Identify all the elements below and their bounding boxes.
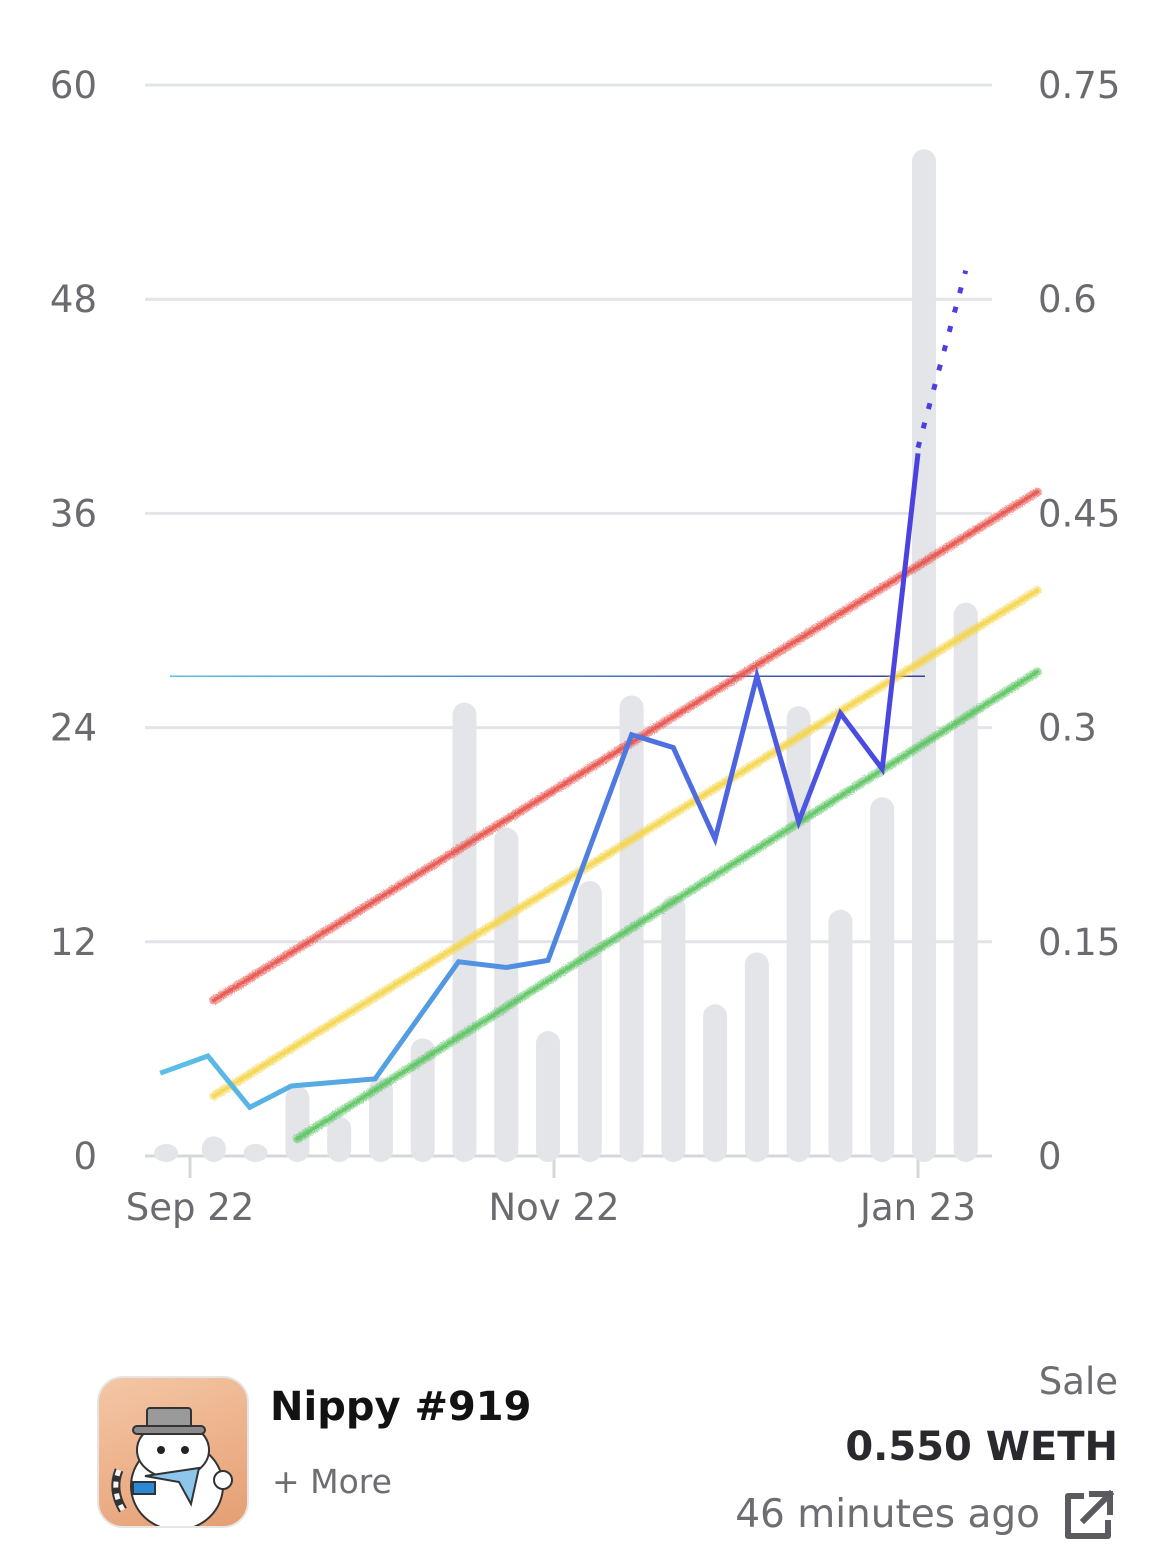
y-left-tick-label: 24 xyxy=(50,707,97,750)
volume-bar xyxy=(494,827,519,1162)
nippy-cat-avatar-icon xyxy=(111,1407,233,1526)
volume-bar xyxy=(703,1004,728,1162)
volume-bar xyxy=(870,797,895,1162)
price-volume-chart: 0 0 12 0.15 24 0.3 36 0.45 48 0.6 60 0.75 Sep 22 Nov … xyxy=(50,64,1120,1229)
volume-bar xyxy=(285,1086,310,1162)
sale-footer: Nippy #919 + More Sale 0.550 WETH 46 min… xyxy=(0,1340,1170,1566)
volume-bar xyxy=(410,1038,435,1162)
grid-layer xyxy=(145,83,992,1178)
y-right-tick-label: 0 xyxy=(1038,1135,1062,1178)
y-right-tick-label: 0.75 xyxy=(1038,64,1120,107)
volume-bar xyxy=(368,1077,393,1162)
y-right-tick-label: 0.15 xyxy=(1038,921,1120,964)
sale-price: 0.550 WETH xyxy=(845,1424,1118,1470)
volume-bars xyxy=(154,149,978,1162)
y-right-tick-label: 0.6 xyxy=(1038,278,1097,321)
x-tick-label: Nov 22 xyxy=(488,1186,619,1229)
volume-bar xyxy=(661,895,686,1162)
external-link-icon[interactable] xyxy=(1058,1486,1118,1546)
y-left-tick-label: 36 xyxy=(50,492,97,535)
y-left-tick-label: 60 xyxy=(50,64,97,107)
y-right-tick-label: 0.3 xyxy=(1038,707,1097,750)
volume-bar xyxy=(201,1136,226,1162)
price-line xyxy=(159,453,921,1111)
volume-bar xyxy=(828,909,853,1162)
y-left-tick-label: 48 xyxy=(50,278,97,321)
volume-bar xyxy=(452,702,477,1162)
volume-bar xyxy=(327,1116,352,1162)
x-tick-label: Sep 22 xyxy=(126,1186,255,1229)
axis-ticks: 0 0 12 0.15 24 0.3 36 0.45 48 0.6 60 0.75 Sep 22 Nov … xyxy=(50,64,1120,1229)
x-tick-label: Jan 23 xyxy=(858,1186,976,1229)
y-left-tick-label: 12 xyxy=(50,921,97,964)
trend-band-core xyxy=(211,588,1040,1099)
price-line-layer xyxy=(159,269,969,1111)
volume-bar xyxy=(243,1144,268,1162)
more-link[interactable]: + More xyxy=(272,1462,392,1501)
item-name[interactable]: Nippy #919 xyxy=(270,1384,532,1430)
event-type-label: Sale xyxy=(1038,1360,1118,1403)
y-right-tick-label: 0.45 xyxy=(1038,492,1120,535)
volume-bar xyxy=(786,706,811,1162)
nft-thumbnail[interactable] xyxy=(97,1376,249,1528)
y-left-tick-label: 0 xyxy=(73,1135,97,1178)
sale-time: 46 minutes ago xyxy=(735,1492,1040,1537)
volume-bar xyxy=(744,952,769,1162)
trend-band-core xyxy=(295,669,1040,1141)
volume-bar xyxy=(536,1031,561,1162)
volume-bar xyxy=(154,1144,179,1162)
volume-bar xyxy=(953,602,978,1162)
volume-bar xyxy=(577,881,602,1162)
